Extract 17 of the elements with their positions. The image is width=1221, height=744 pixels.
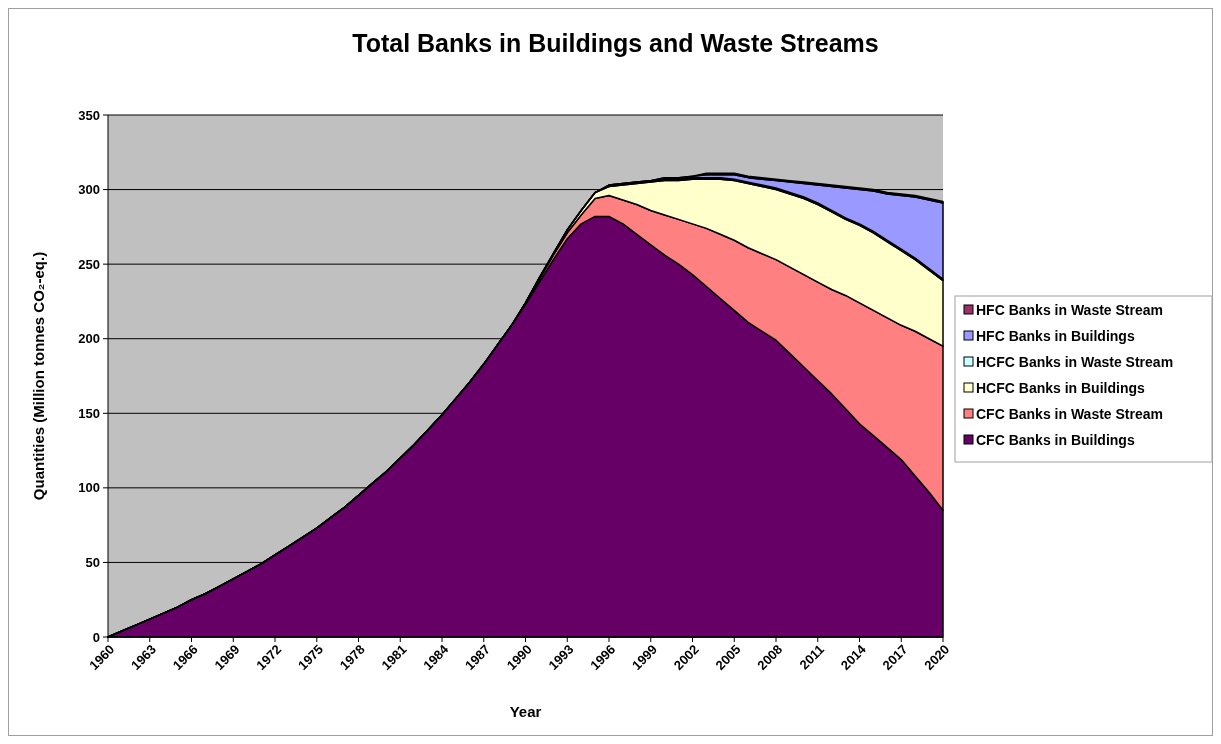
y-tick-label: 100 xyxy=(78,480,100,496)
y-tick-label: 300 xyxy=(78,182,100,198)
y-tick-label: 150 xyxy=(78,405,100,421)
legend-label: HFC Banks in Buildings xyxy=(976,327,1135,344)
legend-label: HFC Banks in Waste Stream xyxy=(976,301,1163,318)
legend-label: CFC Banks in Waste Stream xyxy=(976,405,1163,422)
y-tick-label: 250 xyxy=(78,256,100,272)
chart-title: Total Banks in Buildings and Waste Streams xyxy=(352,29,879,57)
y-axis-title: Quantities (Million tonnes CO₂-eq.) xyxy=(30,251,47,501)
legend-label: CFC Banks in Buildings xyxy=(976,431,1135,448)
y-tick-label: 350 xyxy=(78,107,100,123)
y-tick-label: 0 xyxy=(92,629,100,645)
y-tick-label: 200 xyxy=(78,331,100,347)
legend-label: HCFC Banks in Buildings xyxy=(976,379,1145,396)
legend-label: HCFC Banks in Waste Stream xyxy=(976,353,1174,370)
y-tick-label: 50 xyxy=(85,554,100,570)
x-axis-title: Year xyxy=(509,703,542,720)
